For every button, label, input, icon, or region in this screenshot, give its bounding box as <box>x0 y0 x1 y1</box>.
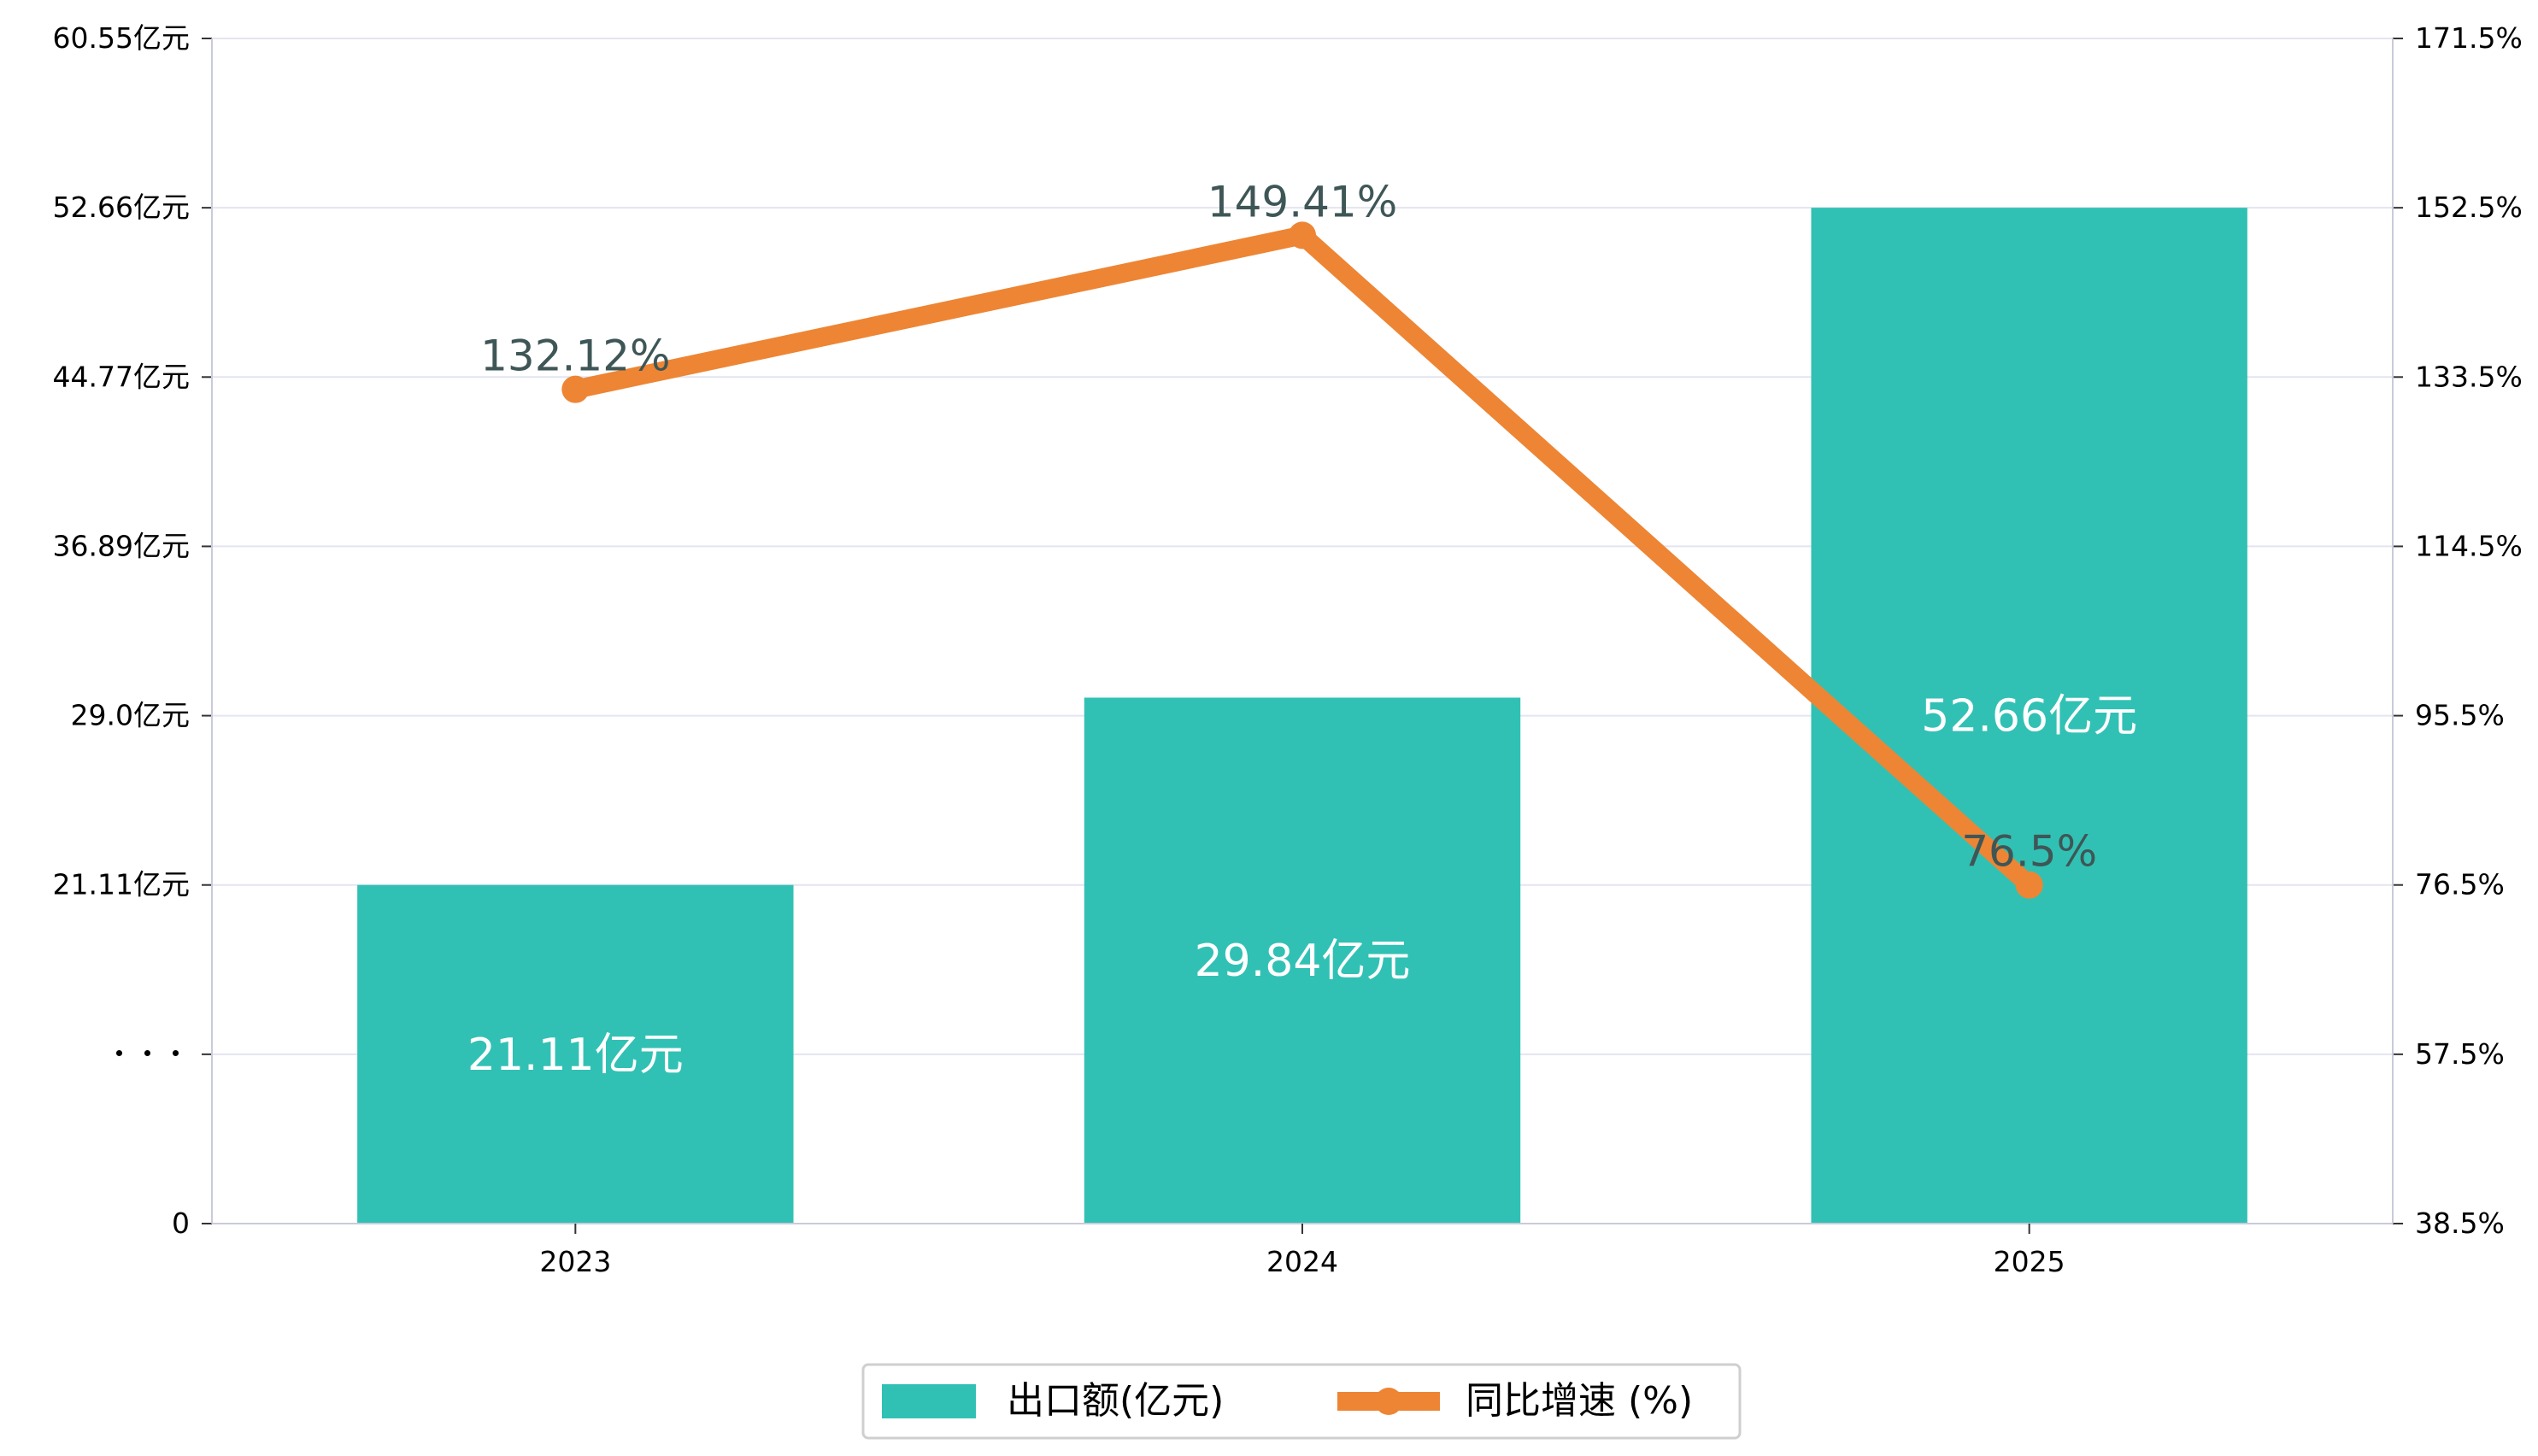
bar-2025 <box>1811 208 2247 1224</box>
right-tick-label: 57.5% <box>2415 1037 2505 1071</box>
legend[interactable]: 出口额(亿元) 同比增速 (%) <box>861 1363 1742 1440</box>
left-tick-label: 36.89亿元 <box>53 529 190 562</box>
left-tick-label: 44.77亿元 <box>53 360 190 393</box>
growth-point <box>1289 221 1316 250</box>
left-tick-label: 60.55亿元 <box>53 21 190 55</box>
left-tick-label: 0 <box>172 1206 190 1240</box>
x-tick-label: 2025 <box>1994 1245 2065 1278</box>
left-tick-label: 29.0亿元 <box>71 699 190 732</box>
growth-value-label: 149.41% <box>1207 177 1397 226</box>
x-tick-label: 2023 <box>539 1245 611 1278</box>
right-tick-label: 171.5% <box>2415 21 2523 55</box>
growth-value-label: 132.12% <box>480 332 670 381</box>
legend-bar-swatch <box>882 1384 976 1418</box>
axes: 0 38.5% ・・・ 57.5% 21.11亿元 76.5% 29.0亿元 95.5% 36.… <box>53 21 2523 1278</box>
right-tick-label: 114.5% <box>2415 529 2523 562</box>
legend-bar-label: 出口额(亿元) <box>1007 1379 1224 1423</box>
legend-box <box>861 1363 1742 1440</box>
legend-line-label: 同比增速 (%) <box>1466 1379 1693 1423</box>
line-series <box>561 221 2043 899</box>
bar-value-label: 21.11亿元 <box>467 1030 684 1081</box>
data-labels: 21.11亿元 29.84亿元 52.66亿元 132.12% 149.41% 76.5% <box>467 177 2137 1080</box>
bar-2024 <box>1084 697 1521 1224</box>
right-tick-label: 38.5% <box>2415 1206 2505 1240</box>
growth-point <box>561 375 590 403</box>
growth-point <box>2015 871 2043 899</box>
bar-value-label: 29.84亿元 <box>1195 936 1411 987</box>
growth-value-label: 76.5% <box>1961 827 2097 877</box>
legend-line-marker <box>1375 1388 1402 1415</box>
right-tick-label: 133.5% <box>2415 360 2523 393</box>
x-tick-label: 2024 <box>1266 1245 1338 1278</box>
right-tick-label: 152.5% <box>2415 191 2523 224</box>
bar-series <box>357 208 2247 1224</box>
bar-2023 <box>357 884 794 1224</box>
bar-value-label: 52.66亿元 <box>1921 691 2137 743</box>
right-tick-label: 76.5% <box>2415 868 2505 901</box>
left-tick-label: 21.11亿元 <box>53 868 190 901</box>
right-tick-label: 95.5% <box>2415 699 2505 732</box>
left-tick-label: 52.66亿元 <box>53 191 190 224</box>
left-tick-label: ・・・ <box>105 1037 190 1071</box>
